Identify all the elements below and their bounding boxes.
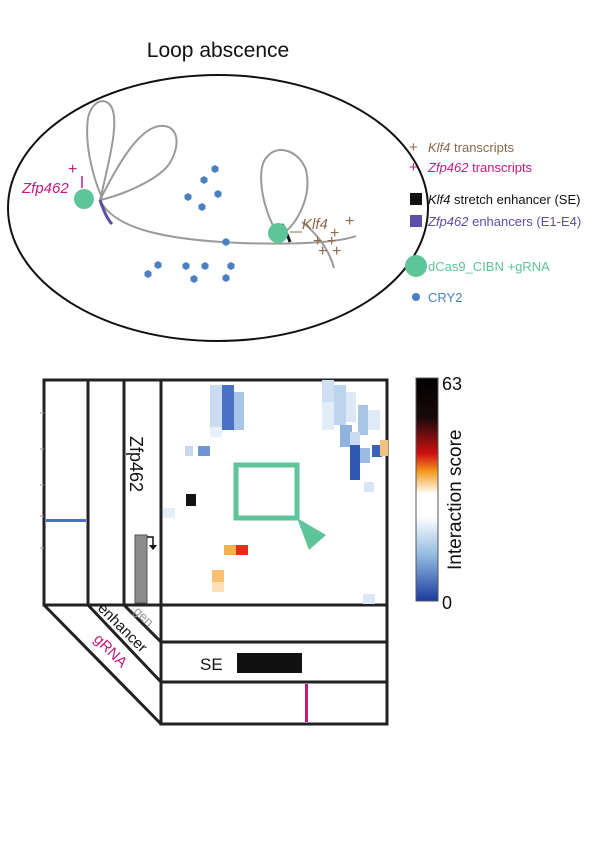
figure-title: Loop abscence: [147, 39, 289, 62]
zfp462-tss-arrow: [147, 536, 154, 545]
heatmap-cell: [340, 425, 352, 447]
green-arrow-icon: [297, 518, 326, 550]
klf4-plus-3: +: [313, 233, 322, 250]
heatmap-cell: [234, 392, 244, 430]
heatmap-cell: [210, 427, 222, 437]
cry2-dot: [184, 193, 192, 201]
colorbar: [415, 377, 439, 602]
left-track-blue-mark: [46, 519, 86, 522]
klf4-nucleus-label: Klf4: [302, 216, 328, 233]
klf4-plus-6: +: [332, 243, 341, 260]
heatmap-cell: [198, 446, 210, 456]
legend-label: Zfp462 transcripts: [427, 160, 533, 175]
legend-label: CRY2: [428, 290, 462, 305]
legend-label: Klf4 stretch enhancer (SE): [428, 192, 580, 207]
cry2-dot: [211, 165, 219, 173]
colorbar-min-label: 0: [442, 593, 452, 613]
heatmap-cell: [222, 385, 234, 430]
heatmap-cell: [186, 494, 196, 506]
cry2-dot: [227, 262, 235, 270]
zfp462-tss-arrowhead: [149, 545, 157, 550]
legend-item: Klf4 stretch enhancer (SE): [410, 192, 580, 207]
chromatin-fiber: [86, 100, 357, 269]
nucleus-outline: [7, 74, 429, 342]
heatmap-cell: [368, 410, 380, 430]
legend-label: Klf4 transcripts: [428, 140, 514, 155]
heatmap-cell: [224, 545, 236, 555]
cry2-dot: [222, 274, 230, 282]
zfp462-enhancer-segment: [98, 199, 114, 226]
heatmap-cell: [322, 402, 334, 430]
heatmap-cell: [350, 445, 360, 480]
heatmap-cell: [380, 440, 388, 456]
legend-square-icon: [410, 215, 422, 227]
heatmap-cell: [185, 446, 193, 456]
zfp462-gene-label: Zfp462: [126, 436, 146, 492]
klf4-plus-5: +: [318, 243, 327, 260]
heatmap-cell: [372, 445, 382, 457]
klf4-plus-4: +: [327, 233, 336, 250]
dcas9-circle-zfp462: [74, 189, 94, 209]
legend-item: dCas9_CIBN +gRNA: [405, 255, 550, 277]
zfp462-nucleus-label: Zfp462: [21, 180, 69, 197]
heatmap-cell: [334, 385, 346, 425]
heatmap-cell: [346, 392, 356, 422]
legend-item: CRY2: [412, 290, 462, 305]
klf4-plus-1: +: [345, 213, 354, 230]
legend-label: dCas9_CIBN +gRNA: [428, 259, 550, 274]
cry2-dot: [198, 203, 206, 211]
heatmap-cell: [212, 582, 224, 592]
heatmap-cell: [210, 385, 222, 427]
left-track-ticks: [40, 412, 44, 549]
cry2-dot: [201, 262, 209, 270]
cry2-dot: [222, 238, 230, 246]
legend-plus-icon: +: [409, 159, 418, 176]
legend-square-icon: [410, 193, 422, 205]
dcas9-circle-klf4: [268, 223, 288, 243]
cry2-dot: [190, 275, 198, 283]
legend-item: + Klf4 transcripts: [409, 139, 514, 156]
gene-track-label: gen: [131, 604, 157, 630]
legend: + Klf4 transcripts + Zfp462 transcripts Klf4…: [405, 139, 581, 305]
legend-plus-icon: +: [409, 139, 418, 156]
colorbar-title: Interaction score: [445, 430, 466, 570]
grna-marker: [305, 684, 308, 722]
se-label: SE: [200, 655, 223, 674]
legend-label: Zfp462 enhancers (E1-E4): [427, 214, 581, 229]
heatmap-cell: [364, 482, 374, 492]
legend-item: Zfp462 enhancers (E1-E4): [410, 214, 581, 229]
track-frames: [42, 378, 389, 726]
cry2-dot: [182, 262, 190, 270]
klf4-plus-2: +: [330, 225, 339, 242]
cry2-dot: [144, 270, 152, 278]
se-bar: [237, 653, 302, 673]
heatmap-cell: [163, 508, 175, 518]
heatmap-cell: [212, 570, 224, 582]
zfp462-gene-bar: [134, 534, 148, 604]
target-square: [233, 462, 300, 521]
cry2-dot-group: [144, 165, 235, 283]
heatmap-cell: [363, 594, 375, 604]
legend-circle-icon: [405, 255, 427, 277]
colorbar-max-label: 63: [442, 374, 462, 394]
cry2-dot: [214, 190, 222, 198]
heatmap-cell: [360, 448, 370, 463]
heatmap-cell: [350, 432, 360, 450]
legend-item: + Zfp462 transcripts: [409, 159, 533, 176]
heatmap-cells: [163, 380, 388, 604]
cry2-dot: [200, 176, 208, 184]
heatmap-cell: [358, 405, 368, 435]
zfp462-plus-sign: +: [68, 161, 77, 178]
cry2-dot: [154, 261, 162, 269]
legend-dot-icon: [412, 293, 420, 301]
heatmap-cell: [236, 545, 248, 555]
heatmap-cell: [322, 380, 334, 402]
klf4-transcript-plus-group: + + + + + +: [313, 213, 354, 260]
